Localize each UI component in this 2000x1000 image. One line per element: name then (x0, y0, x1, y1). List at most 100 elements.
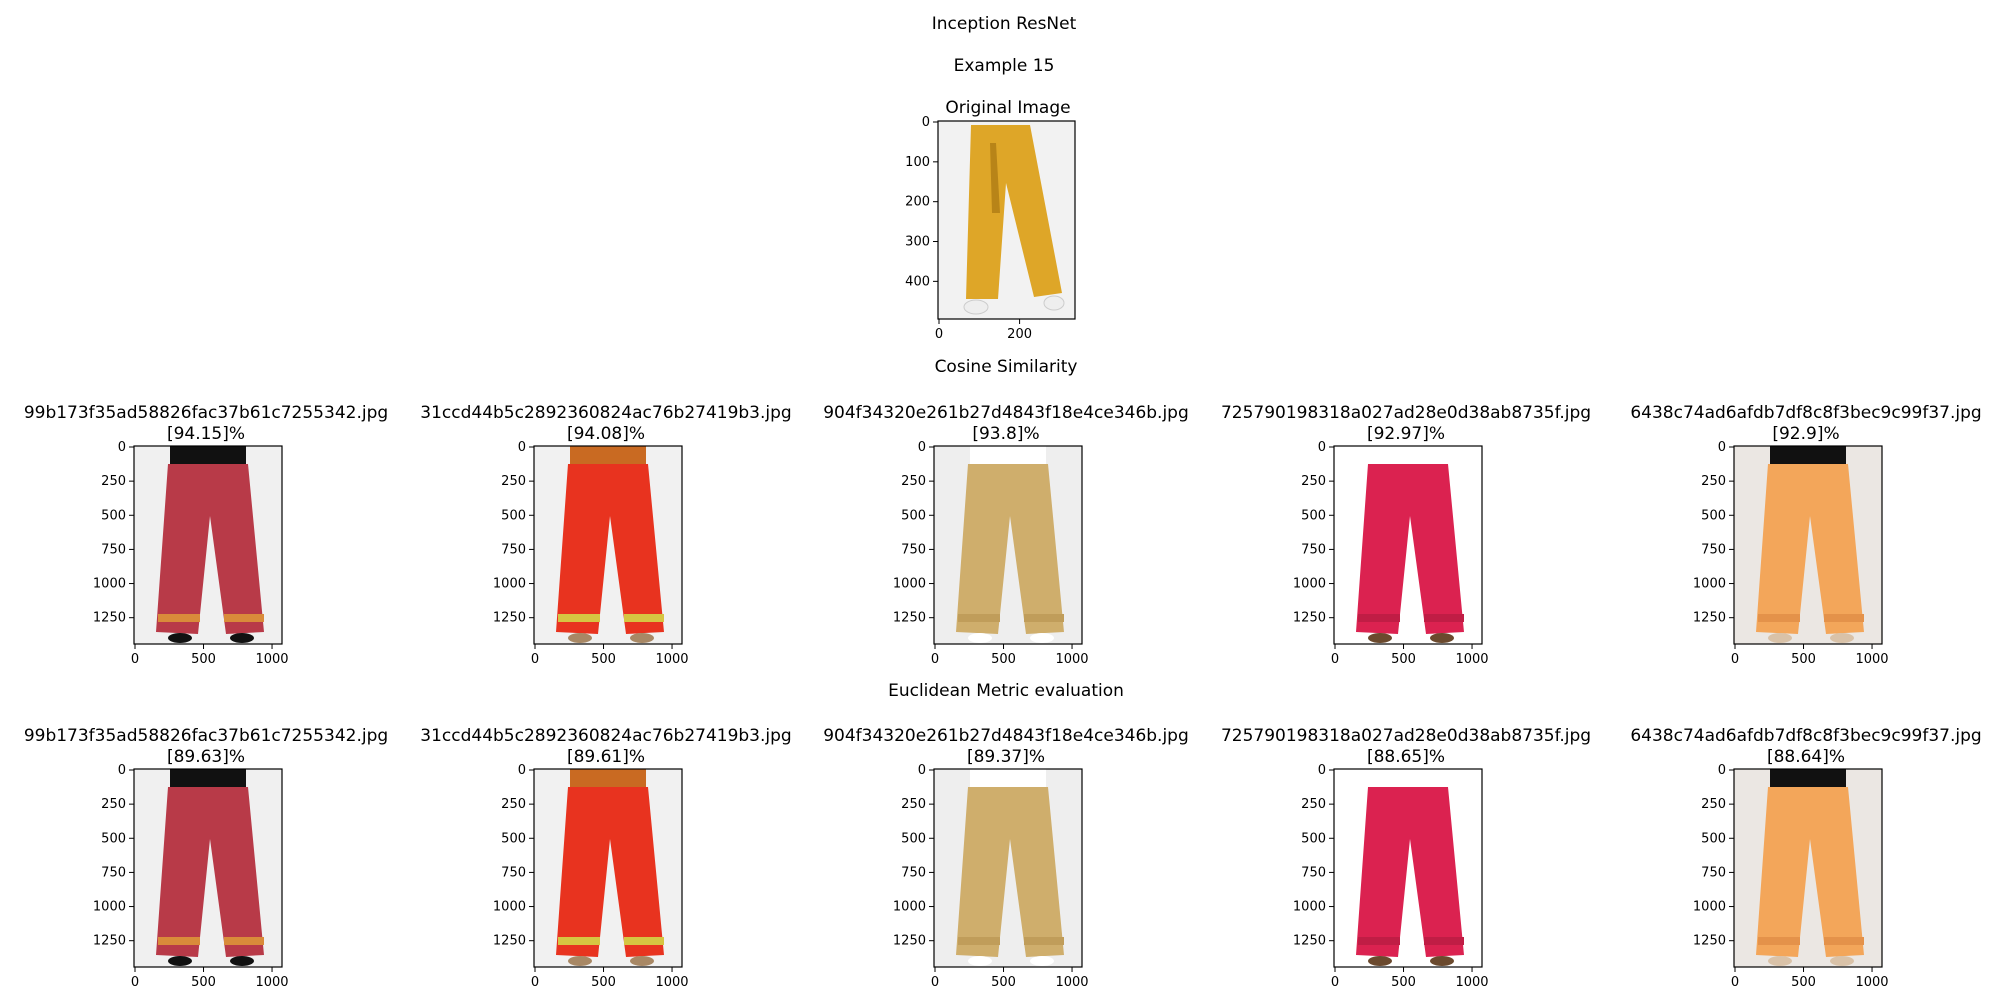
result-image-frame (133, 445, 283, 645)
result-y-tick-label: 750 (101, 865, 126, 880)
result-score: [94.15]% (167, 424, 245, 444)
result-y-tick-label: 250 (501, 797, 526, 812)
result-x-tick-label: 0 (531, 652, 539, 667)
result-image (934, 446, 1082, 644)
result-image-frame (533, 445, 683, 645)
result-image (1734, 769, 1882, 967)
result-cell: 904f34320e261b27d4843f18e4ce346b.jpg[93.… (823, 403, 1189, 667)
result-y-tick-label: 1000 (893, 577, 926, 592)
result-y-tick-label: 250 (1701, 797, 1726, 812)
original-x-tick-label: 200 (1007, 327, 1032, 342)
result-y-tick-label: 1250 (1293, 934, 1326, 949)
original-x-tick-label: 0 (935, 327, 943, 342)
result-filename: 6438c74ad6afdb7df8c8f3bec9c99f37.jpg (1630, 726, 1981, 746)
original-y-tick-label: 200 (905, 195, 930, 210)
original-image-title: Original Image (945, 98, 1070, 118)
result-garment (956, 787, 1064, 957)
original-image (938, 121, 1075, 319)
result-y-tick-label: 1250 (93, 934, 126, 949)
result-garment (556, 464, 664, 634)
result-x-tick-label: 0 (1331, 652, 1339, 667)
section-label-cosine: Cosine Similarity (935, 357, 1078, 377)
figure-title: Inception ResNet (932, 14, 1077, 34)
result-image-frame (1733, 768, 1883, 968)
result-score: [88.64]% (1767, 747, 1845, 767)
result-score: [89.37]% (967, 747, 1045, 767)
result-score: [92.97]% (1367, 424, 1445, 444)
result-x-tick-label: 0 (131, 975, 139, 990)
result-x-tick-label: 500 (191, 975, 216, 990)
result-y-axis: 0 250 500 750 1000 1250 (1693, 763, 1734, 949)
result-cell: 31ccd44b5c2892360824ac76b27419b3.jpg[89.… (420, 726, 791, 990)
result-x-tick-label: 1000 (1855, 975, 1888, 990)
result-x-tick-label: 500 (191, 652, 216, 667)
result-y-tick-label: 0 (518, 440, 526, 455)
euclidean-results-row: 99b173f35ad58826fac37b61c7255342.jpg [89.… (24, 726, 1982, 990)
result-x-tick-label: 0 (931, 975, 939, 990)
result-garment (156, 787, 264, 957)
original-y-tick-label: 300 (905, 235, 930, 250)
result-y-tick-label: 500 (501, 508, 526, 523)
original-y-tick-label: 400 (905, 274, 930, 289)
result-x-axis: 0 500 1000 (531, 967, 689, 990)
result-y-tick-label: 1250 (93, 611, 126, 626)
result-garment (156, 464, 264, 634)
result-x-tick-label: 0 (931, 652, 939, 667)
result-y-tick-label: 0 (918, 440, 926, 455)
result-y-tick-label: 750 (901, 865, 926, 880)
result-filename: 904f34320e261b27d4843f18e4ce346b.jpg (823, 403, 1189, 423)
result-image-frame (1333, 445, 1483, 645)
result-y-tick-label: 750 (1301, 542, 1326, 557)
result-x-axis: 0 500 1000 (131, 644, 289, 667)
result-x-axis: 0 500 1000 (931, 967, 1089, 990)
result-x-tick-label: 0 (131, 652, 139, 667)
result-image-frame (933, 445, 1083, 645)
result-y-tick-label: 500 (1701, 831, 1726, 846)
result-y-tick-label: 500 (901, 831, 926, 846)
result-image-frame (933, 768, 1083, 968)
result-y-tick-label: 250 (1301, 797, 1326, 812)
result-cell: 904f34320e261b27d4843f18e4ce346b.jpg[89.… (823, 726, 1189, 990)
result-x-tick-label: 1000 (655, 652, 688, 667)
result-y-tick-label: 0 (1318, 763, 1326, 778)
original-y-axis: 0 100 200 300 400 (905, 115, 938, 289)
result-y-tick-label: 750 (101, 542, 126, 557)
result-filename: 99b173f35ad58826fac37b61c7255342.jpg (24, 726, 388, 746)
result-y-tick-label: 500 (1301, 508, 1326, 523)
result-cell: 6438c74ad6afdb7df8c8f3bec9c99f37.jpg[92.… (1630, 403, 1981, 667)
result-y-tick-label: 750 (1301, 865, 1326, 880)
result-y-tick-label: 1000 (493, 577, 526, 592)
result-image (1734, 446, 1882, 644)
original-y-tick-label: 0 (922, 115, 930, 130)
result-y-tick-label: 1250 (1293, 611, 1326, 626)
result-cell: 99b173f35ad58826fac37b61c7255342.jpg[94.… (24, 403, 388, 667)
result-y-tick-label: 750 (501, 542, 526, 557)
result-y-axis: 0 250 500 750 1000 1250 (493, 440, 534, 626)
original-image-frame (937, 120, 1076, 320)
result-y-tick-label: 500 (101, 508, 126, 523)
result-filename: 31ccd44b5c2892360824ac76b27419b3.jpg (420, 403, 791, 423)
result-image (534, 446, 682, 644)
result-x-tick-label: 0 (531, 975, 539, 990)
result-y-axis: 0 250 500 750 1000 1250 (893, 763, 934, 949)
result-x-tick-label: 1000 (1455, 975, 1488, 990)
result-y-tick-label: 1250 (1693, 934, 1726, 949)
result-garment (1356, 464, 1464, 634)
result-y-tick-label: 500 (501, 831, 526, 846)
result-x-axis: 0 500 1000 (531, 644, 689, 667)
result-x-tick-label: 500 (1391, 652, 1416, 667)
result-y-tick-label: 250 (1701, 474, 1726, 489)
figure-subtitle: Example 15 (954, 56, 1055, 76)
result-y-tick-label: 1000 (893, 900, 926, 915)
result-x-tick-label: 500 (1391, 975, 1416, 990)
result-y-tick-label: 750 (1701, 542, 1726, 557)
result-filename: 904f34320e261b27d4843f18e4ce346b.jpg (823, 726, 1189, 746)
result-filename: 31ccd44b5c2892360824ac76b27419b3.jpg (420, 726, 791, 746)
result-garment (1356, 787, 1464, 957)
result-y-tick-label: 250 (901, 797, 926, 812)
result-x-tick-label: 0 (1731, 652, 1739, 667)
result-x-axis: 0 500 1000 (1731, 967, 1889, 990)
result-x-tick-label: 1000 (1855, 652, 1888, 667)
result-y-tick-label: 0 (518, 763, 526, 778)
result-y-tick-label: 0 (118, 763, 126, 778)
